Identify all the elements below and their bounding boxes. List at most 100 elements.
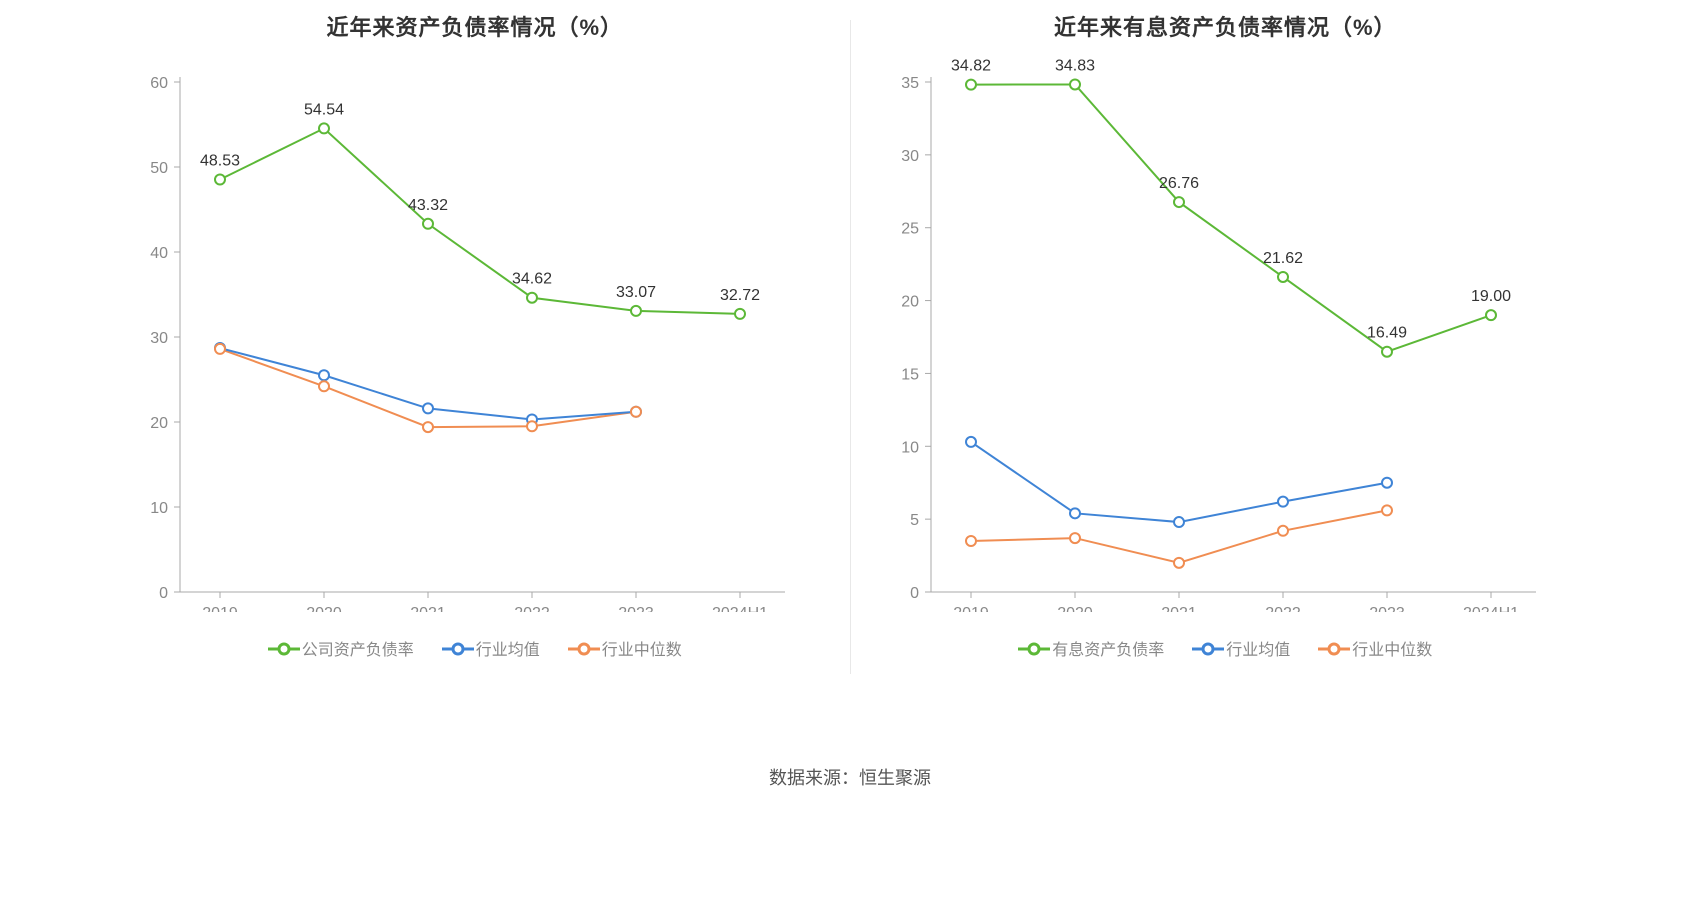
x-tick-label: 2021 [1161, 605, 1197, 612]
series-marker-median [215, 344, 225, 354]
x-tick-label: 2022 [514, 605, 550, 612]
legend-label: 行业均值 [476, 636, 540, 660]
series-marker-median [1070, 533, 1080, 543]
data-source-label: 数据来源：恒生聚源 [100, 764, 1600, 800]
y-tick-label: 30 [150, 330, 168, 347]
series-value-label: 33.07 [616, 284, 656, 301]
y-tick-label: 25 [901, 221, 919, 238]
legend-label: 行业均值 [1226, 636, 1290, 660]
series-value-label: 26.76 [1158, 175, 1198, 192]
series-marker-company [1382, 347, 1392, 357]
y-tick-label: 35 [901, 75, 919, 92]
legend-item-company[interactable]: 公司资产负债率 [268, 636, 414, 660]
series-marker-median [319, 381, 329, 391]
y-tick-label: 40 [150, 245, 168, 262]
legend-swatch-median [568, 642, 596, 654]
y-tick-label: 15 [901, 366, 919, 383]
series-marker-median [1278, 526, 1288, 536]
chart-dashboard: 近年来资产负债率情况（%） 01020304050602019202020212… [100, 0, 1600, 800]
legend-item-median[interactable]: 行业中位数 [1318, 636, 1432, 660]
series-value-label: 54.54 [304, 101, 344, 118]
x-tick-label: 2019 [953, 605, 989, 612]
series-marker-avg [1278, 497, 1288, 507]
series-marker-company [1278, 272, 1288, 282]
legend-item-company[interactable]: 有息资产负债率 [1018, 636, 1164, 660]
y-tick-label: 20 [901, 294, 919, 311]
x-tick-label: 2024H1 [1462, 605, 1518, 612]
legend-swatch-median [1318, 642, 1346, 654]
x-tick-label: 2022 [1265, 605, 1301, 612]
series-value-label: 16.49 [1366, 325, 1406, 342]
series-line-median [220, 349, 636, 427]
series-marker-company [215, 174, 225, 184]
series-line-avg [971, 442, 1387, 522]
chart-panel-right: 近年来有息资产负债率情况（%） 0 5 10 15 20 25 30 35 2019 2020 20… [851, 0, 1601, 754]
legend-swatch-avg [442, 642, 470, 654]
series-marker-avg [1382, 478, 1392, 488]
series-value-label: 34.82 [950, 58, 990, 75]
series-marker-median [1174, 558, 1184, 568]
legend-label: 公司资产负债率 [302, 636, 414, 660]
series-marker-avg [319, 370, 329, 380]
series-marker-company [527, 293, 537, 303]
x-tick-label: 2024H1 [712, 605, 768, 612]
series-value-label: 19.00 [1470, 288, 1510, 305]
series-marker-company [631, 306, 641, 316]
chart-legend-left: 公司资产负债率 行业均值 行业中位数 [120, 636, 830, 660]
x-tick-label: 2020 [1057, 605, 1093, 612]
series-line-company [220, 128, 740, 313]
y-tick-label: 0 [910, 585, 919, 602]
series-marker-company [1486, 310, 1496, 320]
y-tick-label: 0 [159, 585, 168, 602]
legend-item-avg[interactable]: 行业均值 [1192, 636, 1290, 660]
series-value-label: 34.83 [1054, 57, 1094, 74]
series-marker-avg [423, 403, 433, 413]
series-value-label: 48.53 [200, 152, 240, 169]
chart-title-left: 近年来资产负债率情况（%） [120, 10, 830, 42]
series-value-label: 34.62 [512, 271, 552, 288]
legend-item-median[interactable]: 行业中位数 [568, 636, 682, 660]
series-marker-median [631, 407, 641, 417]
legend-swatch-company [1018, 642, 1046, 654]
series-marker-median [527, 421, 537, 431]
x-tick-label: 2019 [202, 605, 238, 612]
chart-svg-left: 0 10 20 30 40 50 60 2019 2020 2021 2022 2023 2024H1 4… [120, 52, 820, 612]
y-tick-label: 10 [901, 439, 919, 456]
legend-swatch-company [268, 642, 296, 654]
legend-label: 行业中位数 [602, 636, 682, 660]
chart-svg-right: 0 5 10 15 20 25 30 35 2019 2020 2021 2022 2023 2024H1… [871, 52, 1571, 612]
legend-swatch-avg [1192, 642, 1220, 654]
series-marker-company [966, 80, 976, 90]
series-marker-company [1070, 79, 1080, 89]
series-marker-median [966, 536, 976, 546]
y-tick-label: 20 [150, 415, 168, 432]
series-line-company [971, 84, 1491, 351]
y-tick-label: 5 [910, 512, 919, 529]
x-tick-label: 2020 [306, 605, 342, 612]
x-tick-label: 2023 [1369, 605, 1405, 612]
series-value-label: 32.72 [720, 287, 760, 304]
legend-label: 有息资产负债率 [1052, 636, 1164, 660]
y-tick-label: 10 [150, 500, 168, 517]
legend-item-avg[interactable]: 行业均值 [442, 636, 540, 660]
charts-row: 近年来资产负债率情况（%） 01020304050602019202020212… [100, 0, 1600, 754]
series-marker-median [423, 422, 433, 432]
x-tick-label: 2021 [410, 605, 446, 612]
series-marker-avg [1174, 517, 1184, 527]
x-tick-label: 2023 [618, 605, 654, 612]
series-value-label: 21.62 [1262, 250, 1302, 267]
chart-legend-right: 有息资产负债率 行业均值 行业中位数 [871, 636, 1581, 660]
y-tick-label: 60 [150, 75, 168, 92]
chart-title-right: 近年来有息资产负债率情况（%） [871, 10, 1581, 42]
y-tick-label: 30 [901, 148, 919, 165]
series-marker-company [319, 123, 329, 133]
series-marker-company [423, 219, 433, 229]
y-tick-label: 50 [150, 160, 168, 177]
series-marker-company [735, 309, 745, 319]
series-marker-avg [1070, 508, 1080, 518]
series-marker-median [1382, 505, 1392, 515]
series-marker-company [1174, 197, 1184, 207]
series-marker-avg [966, 437, 976, 447]
series-value-label: 43.32 [408, 197, 448, 214]
chart-panel-left: 近年来资产负债率情况（%） 0 10 20 30 40 50 60 2019 2020 2021 2… [100, 0, 850, 754]
